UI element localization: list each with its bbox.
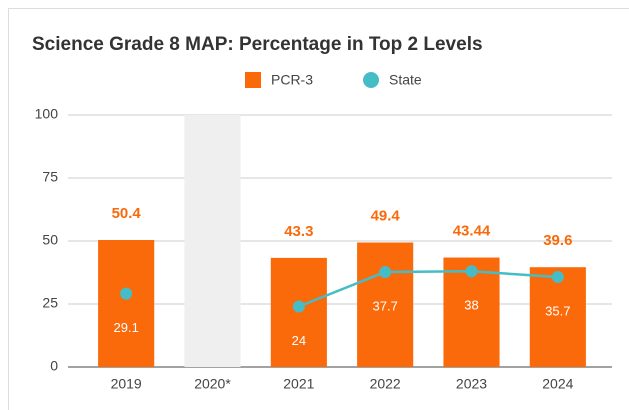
no-data-band <box>184 115 241 367</box>
legend-label: PCR-3 <box>271 72 313 88</box>
point <box>465 265 478 278</box>
y-tick-label: 75 <box>42 169 58 185</box>
x-tick-label: 2019 <box>111 376 142 392</box>
point-value-label: 35.7 <box>545 303 570 318</box>
point <box>551 271 564 284</box>
y-tick-label: 100 <box>35 106 59 122</box>
bar-value-label: 43.44 <box>453 222 491 239</box>
point-value-label: 37.7 <box>373 298 398 313</box>
x-tick-label: 2024 <box>542 376 573 392</box>
bar-value-label: 49.4 <box>371 207 401 224</box>
bar <box>529 267 586 367</box>
line <box>298 269 558 308</box>
point-value-label: 29.1 <box>114 320 139 335</box>
bar <box>357 242 414 367</box>
point <box>120 287 133 300</box>
x-tick-label: 2022 <box>370 376 401 392</box>
y-tick-label: 25 <box>42 295 58 311</box>
legend-swatch <box>363 72 380 88</box>
bar-value-label: 43.3 <box>284 223 313 240</box>
x-tick-label: 2023 <box>456 376 487 392</box>
x-tick-label: 2021 <box>283 376 314 392</box>
card-border <box>8 8 629 410</box>
point <box>379 265 392 278</box>
point-value-label: 24 <box>292 333 306 348</box>
bar <box>98 239 155 367</box>
legend-swatch <box>245 72 261 88</box>
bar-value-label: 50.4 <box>112 205 142 222</box>
chart-title: Science Grade 8 MAP: Percentage in Top 2… <box>32 34 483 55</box>
point <box>292 300 305 313</box>
point-value-label: 38 <box>464 298 478 313</box>
y-tick-label: 0 <box>50 358 58 374</box>
legend-label: State <box>389 72 422 88</box>
y-tick-label: 50 <box>42 232 58 248</box>
bar-value-label: 39.6 <box>543 232 572 249</box>
x-tick-label: 2020* <box>194 376 231 392</box>
